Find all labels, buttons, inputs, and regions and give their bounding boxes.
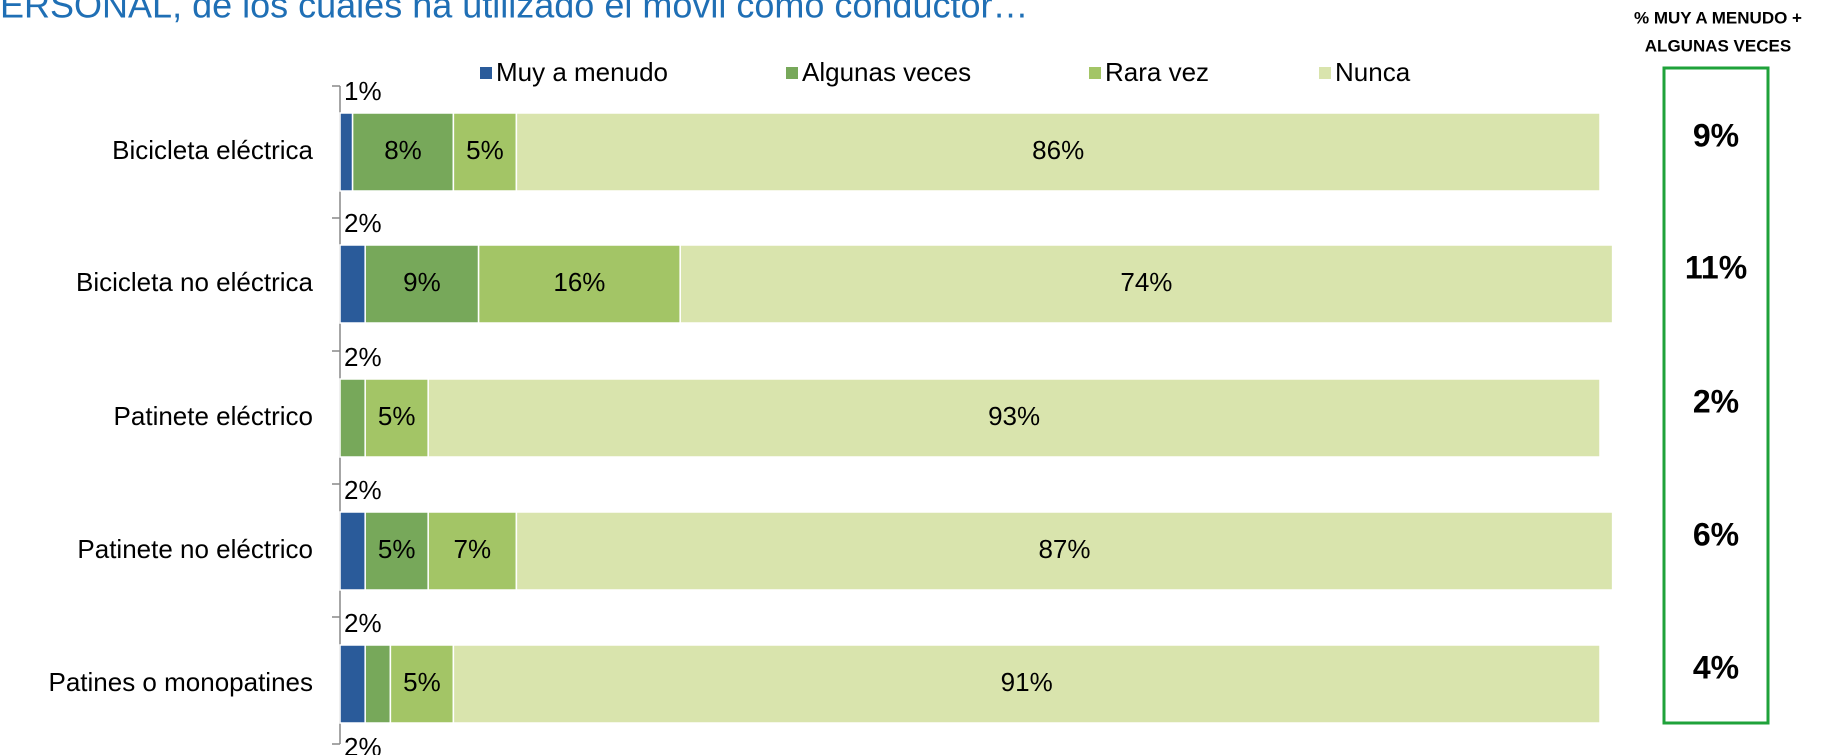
bar-segment xyxy=(339,378,366,458)
bar-segment xyxy=(339,244,366,324)
legend-swatch xyxy=(480,67,492,79)
value-label: 2% xyxy=(344,342,382,372)
legend-swatch xyxy=(1089,67,1101,79)
legend-label: Muy a menudo xyxy=(496,57,668,87)
bar-segment xyxy=(515,511,1614,591)
bar-segment xyxy=(364,644,392,724)
legend-label: Rara vez xyxy=(1105,57,1209,87)
legend-swatch xyxy=(786,67,798,79)
value-label: 9% xyxy=(403,267,441,297)
total-label: 4% xyxy=(1693,649,1739,685)
bar-segment xyxy=(452,644,1601,724)
total-label: 6% xyxy=(1693,516,1739,552)
value-label: 7% xyxy=(454,534,492,564)
bar-segment xyxy=(351,112,455,192)
value-label: 91% xyxy=(1001,667,1053,697)
category-label: Patinete no eléctrico xyxy=(77,534,313,564)
value-label: 86% xyxy=(1032,135,1084,165)
bar-segment xyxy=(339,112,354,192)
value-label: 16% xyxy=(553,267,605,297)
value-label: 1% xyxy=(344,76,382,106)
total-label: 9% xyxy=(1693,117,1739,153)
category-label: Patines o monopatines xyxy=(48,667,313,697)
bar-segment xyxy=(477,244,681,324)
value-label: 5% xyxy=(403,667,441,697)
value-label: 2% xyxy=(344,608,382,638)
total-label: 11% xyxy=(1685,249,1747,285)
value-label: 5% xyxy=(378,401,416,431)
legend-swatch xyxy=(1319,67,1331,79)
category-label: Bicicleta no eléctrica xyxy=(76,267,314,297)
bar-segment xyxy=(515,112,1601,192)
bar-segment xyxy=(364,244,480,324)
bar-segment xyxy=(427,378,1601,458)
value-label: 87% xyxy=(1038,534,1090,564)
value-label: 5% xyxy=(378,534,416,564)
value-label: 74% xyxy=(1120,267,1172,297)
bar-segment xyxy=(452,112,518,192)
totals-title: ALGUNAS VECES xyxy=(1645,36,1791,55)
legend-label: Algunas veces xyxy=(802,57,971,87)
totals-box xyxy=(1662,66,1770,725)
category-label: Patinete eléctrico xyxy=(114,401,313,431)
value-label: 2% xyxy=(344,475,382,505)
value-label: 2% xyxy=(344,208,382,238)
total-label: 2% xyxy=(1693,383,1739,419)
value-label: 2% xyxy=(344,732,382,755)
value-label: 5% xyxy=(466,135,504,165)
legend-label: Nunca xyxy=(1335,57,1411,87)
category-label: Bicicleta eléctrica xyxy=(112,135,313,165)
value-label: 8% xyxy=(384,135,422,165)
chart-title: PERSONAL, de los cuales ha utilizado el … xyxy=(0,0,1029,26)
value-label: 93% xyxy=(988,401,1040,431)
bar-segment xyxy=(339,511,366,591)
bar-segment xyxy=(679,244,1614,324)
totals-title: % MUY A MENUDO + xyxy=(1634,8,1802,27)
bar-segment xyxy=(364,511,429,591)
bar-segment xyxy=(339,644,366,724)
